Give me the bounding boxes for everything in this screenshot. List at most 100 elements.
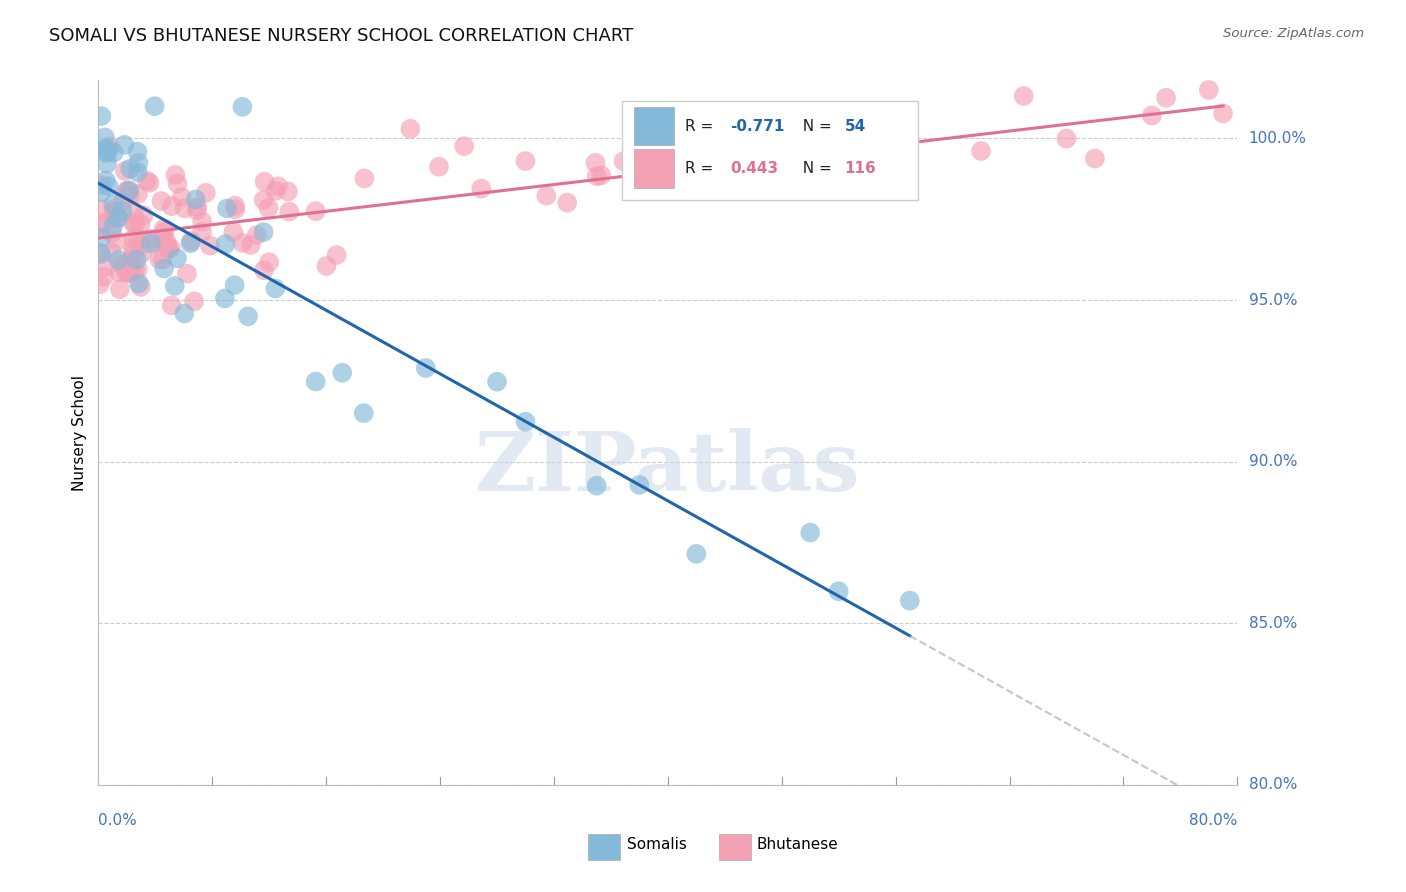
Point [224, 199, 246, 213]
Point [179, 236, 201, 251]
Point [415, 361, 437, 376]
Point [214, 292, 236, 306]
Point [155, 234, 177, 248]
Point [90, 109, 112, 123]
Point [305, 375, 328, 389]
Point [91, 216, 114, 230]
Point [127, 156, 149, 170]
Text: 0.443: 0.443 [731, 161, 779, 176]
Point [122, 207, 145, 221]
Point [170, 190, 193, 204]
Point [153, 225, 176, 239]
Point [685, 547, 707, 561]
Text: ZIPatlas: ZIPatlas [475, 428, 860, 508]
Point [399, 121, 422, 136]
Point [129, 238, 152, 252]
Point [139, 232, 162, 246]
Point [305, 204, 328, 219]
FancyBboxPatch shape [718, 834, 751, 861]
Point [215, 202, 238, 216]
Point [353, 171, 375, 186]
Point [98, 139, 121, 153]
Point [153, 221, 176, 235]
Point [127, 145, 149, 159]
Point [157, 242, 180, 256]
Point [330, 366, 353, 380]
Point [112, 260, 135, 275]
Point [91, 202, 114, 217]
Text: Somalis: Somalis [627, 838, 686, 853]
Point [198, 238, 221, 252]
Text: 80.0%: 80.0% [1189, 814, 1237, 828]
Point [186, 200, 208, 214]
Point [150, 194, 173, 208]
Point [138, 176, 160, 190]
Point [103, 202, 125, 217]
Point [278, 204, 301, 219]
Point [152, 233, 174, 247]
Text: R =: R = [685, 161, 718, 176]
Point [636, 181, 658, 195]
Point [107, 211, 129, 225]
Point [264, 281, 287, 295]
Point [103, 145, 125, 160]
Point [214, 237, 236, 252]
Point [90, 247, 112, 261]
Point [128, 277, 150, 291]
Point [127, 187, 149, 202]
Point [101, 226, 124, 240]
Point [124, 263, 146, 277]
Point [129, 217, 152, 231]
Point [191, 225, 214, 239]
Point [145, 235, 167, 250]
Point [277, 185, 299, 199]
Point [132, 208, 155, 222]
Point [118, 183, 141, 197]
Point [120, 260, 142, 275]
Point [96, 157, 118, 171]
Point [253, 263, 276, 277]
Point [239, 238, 262, 252]
Point [486, 375, 509, 389]
Point [267, 179, 290, 194]
Point [156, 240, 179, 254]
Point [628, 478, 651, 492]
FancyBboxPatch shape [634, 107, 673, 145]
Point [166, 177, 188, 191]
FancyBboxPatch shape [634, 149, 673, 187]
Point [1212, 106, 1234, 120]
Point [114, 257, 136, 271]
Point [90, 230, 112, 244]
Point [93, 269, 115, 284]
Point [94, 141, 117, 155]
Point [165, 168, 187, 182]
Point [129, 280, 152, 294]
Point [232, 235, 254, 250]
Point [246, 228, 269, 243]
Point [112, 194, 135, 208]
Point [139, 236, 162, 251]
Point [1198, 83, 1220, 97]
Point [118, 266, 141, 280]
Point [252, 225, 274, 239]
Point [96, 142, 118, 156]
Point [112, 137, 135, 152]
Point [264, 184, 287, 198]
Point [325, 248, 347, 262]
Point [118, 266, 141, 280]
Point [1056, 131, 1078, 145]
Point [118, 188, 141, 202]
Point [89, 277, 111, 292]
Point [91, 219, 114, 234]
Point [143, 99, 166, 113]
Point [194, 186, 217, 200]
Point [121, 242, 143, 256]
Point [183, 294, 205, 309]
Point [101, 219, 124, 233]
Point [176, 267, 198, 281]
Point [120, 161, 142, 176]
Point [613, 154, 636, 169]
Text: 95.0%: 95.0% [1249, 293, 1298, 308]
Point [94, 173, 117, 187]
Text: 85.0%: 85.0% [1249, 615, 1298, 631]
